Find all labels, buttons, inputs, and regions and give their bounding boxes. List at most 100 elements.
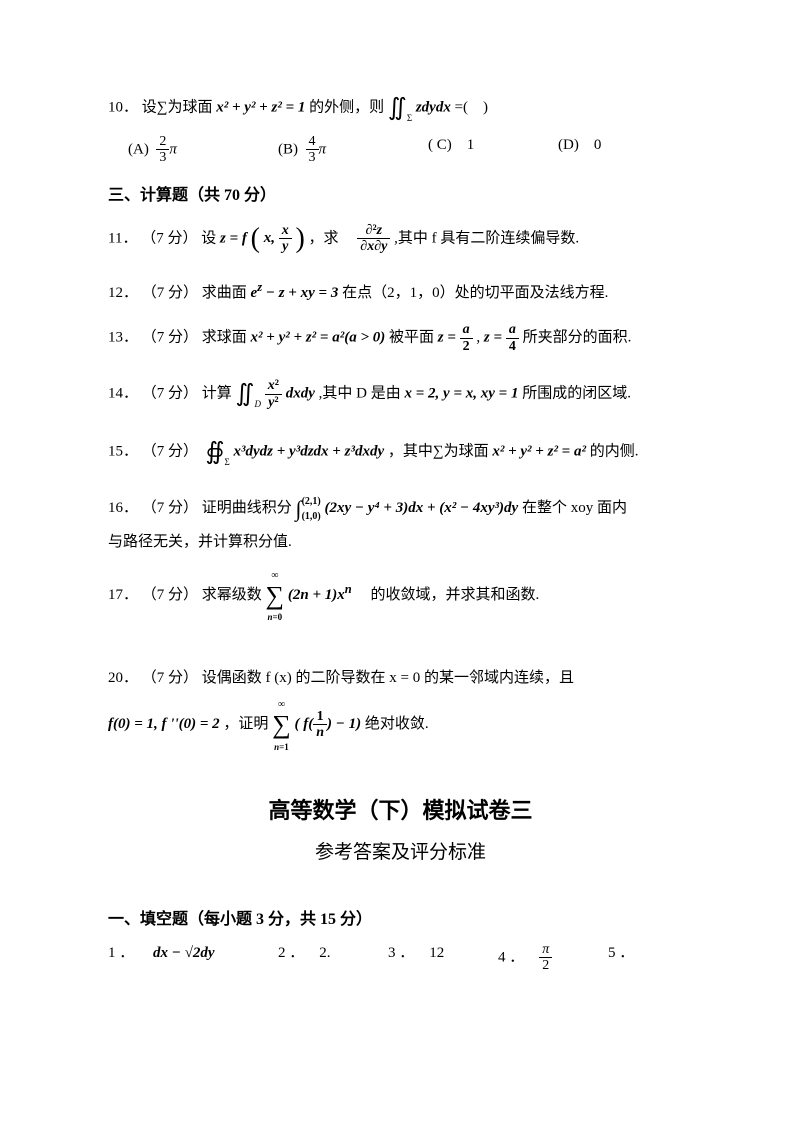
option-b: (B) 4 3 π bbox=[278, 134, 428, 166]
question-13: 13． （7 分） 求球面 x² + y² + z² = a²(a > 0) 被… bbox=[108, 322, 693, 354]
question-14: 14． （7 分） 计算 ∬D x² y² dxdy ,其中 D 是由 x = … bbox=[108, 376, 693, 412]
integrand: zdydx bbox=[416, 99, 451, 115]
equation: x² + y² + z² = a² bbox=[492, 444, 586, 460]
q-text: 求曲面 bbox=[202, 285, 251, 301]
q-continuation: 与路径无关，并计算积分值. bbox=[108, 531, 693, 554]
equation: x² + y² + z² = 1 bbox=[216, 99, 305, 115]
q-num: 10． bbox=[108, 99, 138, 115]
page-title: 高等数学（下）模拟试卷三 bbox=[108, 794, 693, 827]
question-11: 11． （7 分） 设 z = f ( x, x y ) ，求 ∂²z ∂x∂y… bbox=[108, 218, 693, 260]
q-num: 14． bbox=[108, 386, 138, 402]
q-pts: （7 分） bbox=[142, 386, 198, 402]
q-text: 在点（2，1，0）处的切平面及法线方程. bbox=[342, 285, 608, 301]
sum-symbol: ∑∞n=0 bbox=[266, 576, 285, 615]
diff: dxdy bbox=[286, 386, 315, 402]
q-text: 设偶函数 f (x) 的二阶导数在 x = 0 的某一邻域内连续，且 bbox=[202, 670, 574, 686]
q-text: ，求 bbox=[309, 230, 354, 246]
fraction: 1 n bbox=[313, 709, 327, 741]
q-text: 求球面 bbox=[202, 330, 251, 346]
left-paren-icon: ( bbox=[251, 223, 260, 254]
options-row: (A) 2 3 π (B) 4 3 π ( C) 1 (D) 0 bbox=[108, 134, 693, 166]
q-text: 计算 bbox=[202, 386, 236, 402]
conditions: f(0) = 1, f ''(0) = 2 bbox=[108, 716, 220, 732]
q-num: 16． bbox=[108, 500, 138, 516]
fraction: 4 3 bbox=[306, 134, 319, 166]
term: ) − 1) bbox=[327, 716, 361, 732]
equation: x = 2, y = x, xy = 1 bbox=[404, 386, 518, 402]
answer-section-header: 一、填空题（每小题 3 分，共 15 分） bbox=[108, 908, 693, 932]
q-pts: （7 分） bbox=[142, 444, 198, 460]
arg: x, x y bbox=[264, 230, 296, 246]
q-pts: （7 分） bbox=[142, 285, 198, 301]
answer-3: 3 ． 12 bbox=[388, 942, 498, 974]
q-text: 被平面 bbox=[389, 330, 438, 346]
q-pts: （7 分） bbox=[142, 587, 198, 603]
q-num: 13． bbox=[108, 330, 138, 346]
fraction: x y bbox=[279, 223, 292, 255]
upper-limit: (2,1) bbox=[302, 494, 321, 509]
question-17: 17． （7 分） 求幂级数 ∑∞n=0 (2n + 1)xn 的收敛域，并求其… bbox=[108, 576, 693, 615]
question-15: 15． （7 分） ∯Σ x³dydz + y³dzdx + z³dxdy ，其… bbox=[108, 434, 693, 470]
partial-fraction: ∂²z ∂x∂y bbox=[357, 223, 390, 255]
section-header-3: 三、计算题（共 70 分） bbox=[108, 184, 693, 208]
answers-row: 1 ． dx − √2dy 2 ． 2. 3 ． 12 4 ． π 2 5 ． bbox=[108, 942, 693, 974]
fraction: x² y² bbox=[265, 378, 282, 410]
fraction: a 2 bbox=[460, 322, 473, 354]
integral-symbol: ∬Σ bbox=[388, 95, 412, 121]
q-text: ,其中 f 具有二阶连续偏导数. bbox=[394, 230, 579, 246]
answer-value: 2. bbox=[319, 945, 330, 961]
question-20: 20． （7 分） 设偶函数 f (x) 的二阶导数在 x = 0 的某一邻域内… bbox=[108, 667, 693, 690]
integral-symbol: ∬D bbox=[236, 381, 261, 407]
q-num: 11． bbox=[108, 230, 137, 246]
q-text: 所围成的闭区域. bbox=[522, 386, 631, 402]
q-text: 的外侧，则 bbox=[309, 99, 384, 115]
q-text: 绝对收敛. bbox=[365, 716, 429, 732]
term: (2n + 1)xn bbox=[288, 587, 352, 603]
q-pts: （7 分） bbox=[142, 500, 198, 516]
page-subtitle: 参考答案及评分标准 bbox=[108, 839, 693, 868]
q-num: 17． bbox=[108, 587, 138, 603]
comma: , bbox=[476, 330, 484, 346]
q-text: 设∑为球面 bbox=[142, 99, 216, 115]
question-16: 16． （7 分） 证明曲线积分 ∫(2,1)(1,0) (2xy − y⁴ +… bbox=[108, 492, 693, 554]
question-12: 12． （7 分） 求曲面 ez − z + xy = 3 在点（2，1，0）处… bbox=[108, 278, 693, 305]
equation: z = f bbox=[220, 230, 247, 246]
answer-2: 2 ． 2. bbox=[278, 942, 388, 974]
lower-limit: (1,0) bbox=[302, 509, 321, 524]
equation: ez − z + xy = 3 bbox=[251, 285, 339, 301]
q-num: 12． bbox=[108, 285, 138, 301]
right-paren-icon: ) bbox=[295, 223, 304, 254]
q-text: 的收敛域，并求其和函数. bbox=[355, 587, 539, 603]
q-text: 的内侧. bbox=[590, 444, 639, 460]
sum-symbol: ∑∞n=1 bbox=[272, 705, 291, 744]
eq-z1: z = bbox=[438, 330, 460, 346]
q-text: 求幂级数 bbox=[202, 587, 266, 603]
integrand: (2xy − y⁴ + 3)dx + (x² − 4xy³)dy bbox=[325, 500, 519, 516]
term: ( f( bbox=[294, 716, 313, 732]
answer-5: 5 ． bbox=[608, 942, 634, 974]
answer-1: 1 ． dx − √2dy bbox=[108, 942, 278, 974]
option-d: (D) 0 bbox=[558, 134, 658, 166]
q-text: ,其中 D 是由 bbox=[319, 386, 405, 402]
q-text: 所夹部分的面积. bbox=[523, 330, 632, 346]
fraction: π 2 bbox=[539, 942, 552, 974]
question-10: 10． 设∑为球面 x² + y² + z² = 1 的外侧，则 ∬Σ zdyd… bbox=[108, 90, 693, 166]
option-a: (A) 2 3 π bbox=[108, 134, 278, 166]
fraction: a 4 bbox=[506, 322, 519, 354]
equation: x² + y² + z² = a²(a > 0) bbox=[251, 330, 386, 346]
integrand: x³dydz + y³dzdx + z³dxdy bbox=[233, 444, 384, 460]
q-text: ，其中∑为球面 bbox=[388, 444, 492, 460]
fraction: 2 3 bbox=[156, 134, 169, 166]
q-pts: （7 分） bbox=[141, 230, 197, 246]
q-num: 20． bbox=[108, 670, 138, 686]
q-pts: （7 分） bbox=[142, 670, 198, 686]
q-pts: （7 分） bbox=[142, 330, 198, 346]
q-text: 证明曲线积分 bbox=[202, 500, 296, 516]
eq-z2: z = bbox=[484, 330, 506, 346]
answer-4: 4 ． π 2 bbox=[498, 942, 608, 974]
q-text: 设 bbox=[201, 230, 220, 246]
answer-value: dx − √2dy bbox=[153, 945, 215, 961]
q-text: 在整个 xoy 面内 bbox=[522, 500, 627, 516]
option-c: ( C) 1 bbox=[428, 134, 558, 166]
q-num: 15． bbox=[108, 444, 138, 460]
